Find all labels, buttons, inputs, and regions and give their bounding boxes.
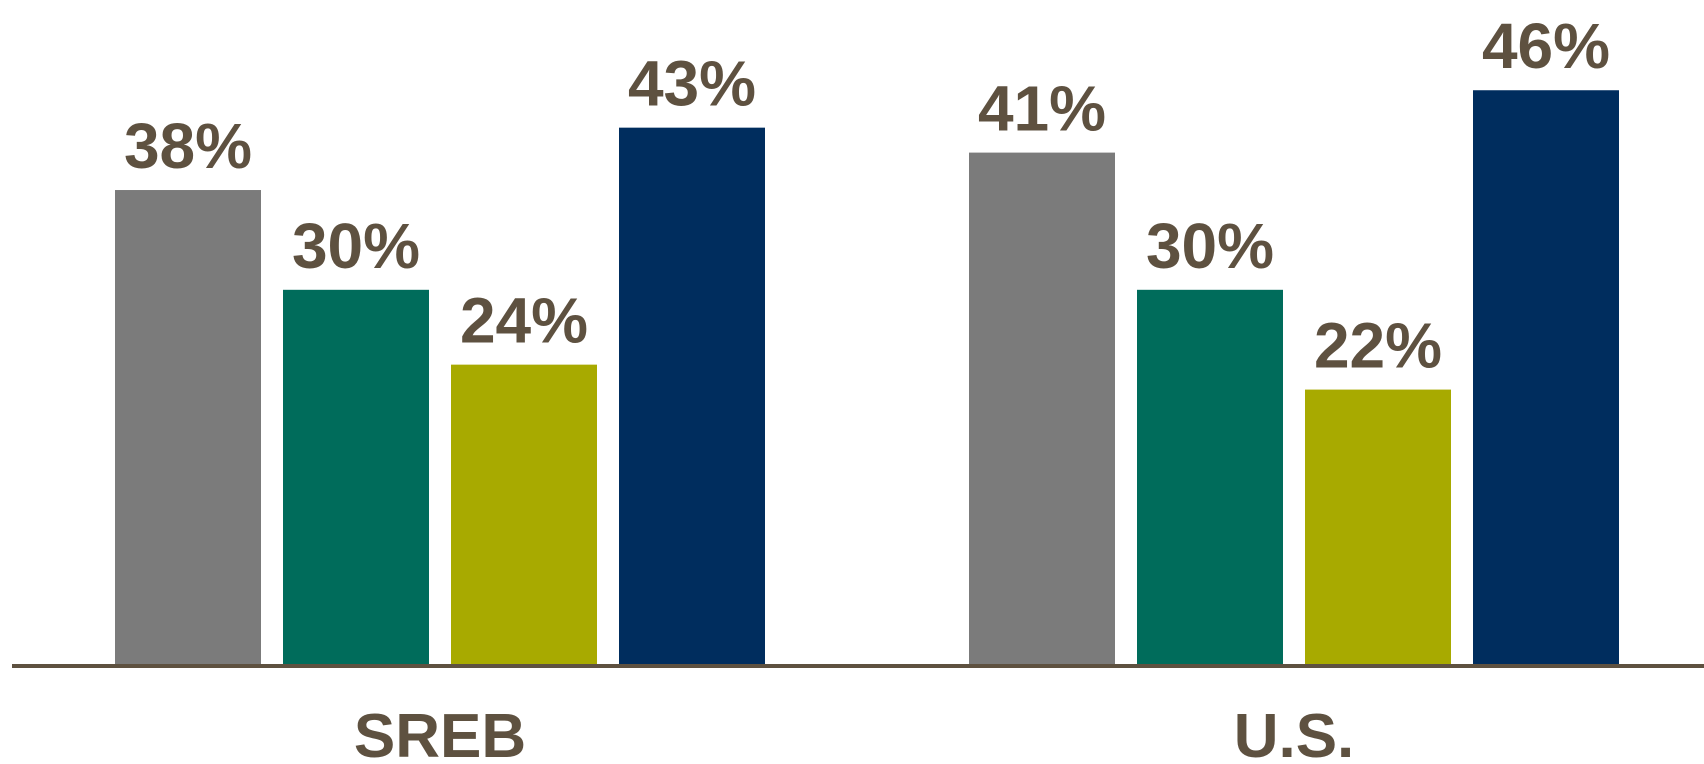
data-label: 24% — [460, 285, 588, 357]
data-label: 41% — [978, 73, 1106, 145]
data-label: 38% — [124, 110, 252, 182]
category-labels-group: SREB U.S. — [354, 702, 1354, 764]
bar-sreb-3 — [451, 364, 597, 664]
data-label: 46% — [1482, 10, 1610, 82]
bar-us-1 — [969, 152, 1115, 664]
category-label: SREB — [354, 702, 526, 764]
bar-sreb-1 — [115, 190, 261, 665]
bar-us-2 — [1137, 289, 1283, 664]
data-label: 30% — [1146, 210, 1274, 282]
category-label: U.S. — [1234, 702, 1355, 764]
data-label: 22% — [1314, 310, 1442, 382]
data-label: 30% — [292, 210, 420, 282]
bar-sreb-2 — [283, 289, 429, 664]
bars-group — [115, 90, 1619, 665]
data-label: 43% — [628, 48, 756, 120]
bar-sreb-4 — [619, 127, 765, 665]
data-labels-group: 38% 30% 24% 43% 41% 30% 22% 46% — [124, 10, 1610, 381]
bar-us-4 — [1473, 90, 1619, 664]
bar-us-3 — [1305, 389, 1451, 664]
